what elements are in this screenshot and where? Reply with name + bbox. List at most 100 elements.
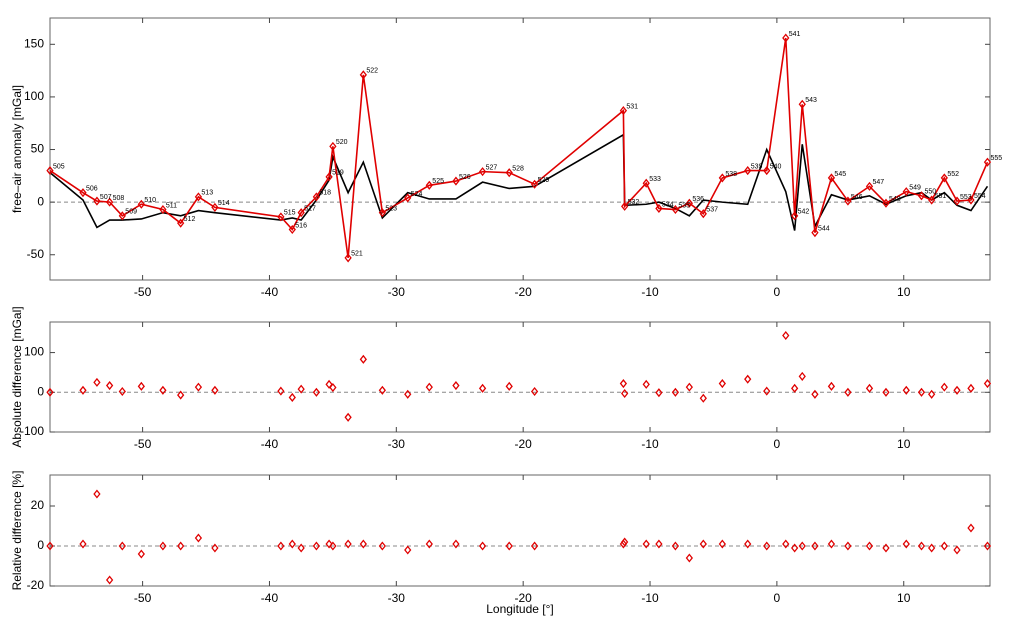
y-tick-label: -100: [20, 424, 44, 438]
marker: [671, 204, 680, 215]
marker: [325, 539, 333, 549]
point-label: 536: [692, 196, 704, 203]
marker: [791, 211, 799, 221]
y-tick-label: 20: [31, 498, 45, 512]
marker: [917, 191, 926, 201]
marker: [329, 382, 337, 393]
point-label: 554: [974, 193, 986, 200]
marker: [277, 541, 285, 551]
marker: [93, 489, 101, 499]
marker: [671, 387, 680, 397]
marker: [953, 545, 961, 555]
marker: [827, 381, 836, 391]
point-label: 523: [385, 206, 397, 213]
marker: [505, 381, 513, 391]
marker: [902, 187, 910, 197]
marker: [378, 541, 386, 551]
x-tick-label: -20: [514, 437, 532, 451]
marker: [297, 208, 305, 218]
marker: [530, 541, 539, 551]
point-label: 518: [319, 190, 331, 197]
marker: [344, 539, 352, 549]
marker: [505, 168, 513, 178]
marker: [811, 541, 819, 551]
y-tick-label: 50: [31, 142, 45, 156]
point-label: 548: [889, 196, 901, 203]
marker: [194, 382, 203, 392]
point-label: 507: [100, 194, 112, 201]
x-tick-label: -30: [388, 285, 406, 299]
point-label: 525: [432, 178, 444, 185]
point-label: 534: [662, 201, 674, 208]
marker: [177, 390, 185, 400]
point-label: 510: [144, 197, 156, 204]
x-tick-label: -30: [388, 437, 406, 451]
marker: [619, 106, 628, 116]
marker: [288, 539, 296, 549]
marker: [118, 211, 126, 221]
marker: [798, 371, 806, 381]
marker: [425, 382, 433, 392]
marker: [865, 383, 874, 393]
point-label: 511: [166, 202, 177, 209]
marker: [325, 379, 333, 389]
point-label: 516: [295, 222, 307, 229]
point-label: 535: [678, 202, 690, 209]
marker: [902, 385, 910, 395]
marker: [811, 389, 819, 399]
marker: [530, 386, 539, 397]
y-tick-label: 100: [24, 89, 44, 103]
marker: [791, 383, 799, 393]
x-tick-label: -40: [261, 437, 279, 451]
marker: [642, 379, 650, 389]
marker: [940, 173, 948, 183]
point-label: 553: [960, 194, 972, 201]
marker: [685, 553, 693, 563]
data-line: [49, 37, 989, 259]
point-label: 551: [935, 193, 947, 200]
point-label: 508: [113, 195, 125, 202]
y-axis-label: Relative difference [%]: [10, 471, 24, 591]
point-label: 543: [805, 97, 817, 104]
point-label: 526: [459, 174, 471, 181]
point-label: 509: [125, 209, 137, 216]
marker: [685, 198, 693, 208]
marker: [211, 202, 219, 212]
point-label: 547: [872, 179, 884, 186]
marker: [865, 541, 874, 551]
point-label: 549: [909, 184, 921, 191]
marker: [844, 196, 852, 206]
marker: [983, 541, 992, 551]
marker: [46, 541, 54, 551]
marker: [655, 388, 663, 398]
marker: [137, 199, 145, 209]
marker: [621, 388, 629, 399]
marker: [744, 374, 752, 384]
marker: [967, 523, 975, 533]
marker: [699, 209, 707, 219]
x-tick-label: -10: [641, 437, 659, 451]
marker: [211, 385, 219, 395]
marker: [137, 381, 145, 391]
x-tick-label: -20: [514, 285, 532, 299]
point-label: 541: [789, 31, 801, 38]
marker: [798, 541, 806, 551]
point-label: 542: [798, 209, 810, 216]
marker: [718, 173, 726, 183]
x-tick-label: -40: [261, 591, 279, 605]
marker: [93, 377, 101, 387]
point-label: 532: [628, 199, 640, 206]
marker: [46, 166, 54, 176]
marker: [277, 386, 285, 396]
marker: [621, 537, 629, 547]
marker: [967, 383, 975, 393]
y-tick-label: 100: [24, 345, 44, 359]
marker: [798, 99, 806, 109]
marker: [782, 539, 790, 549]
marker: [79, 539, 87, 549]
marker: [378, 208, 386, 218]
marker: [763, 541, 771, 551]
marker: [917, 387, 926, 397]
marker: [329, 141, 337, 151]
marker: [655, 539, 663, 549]
